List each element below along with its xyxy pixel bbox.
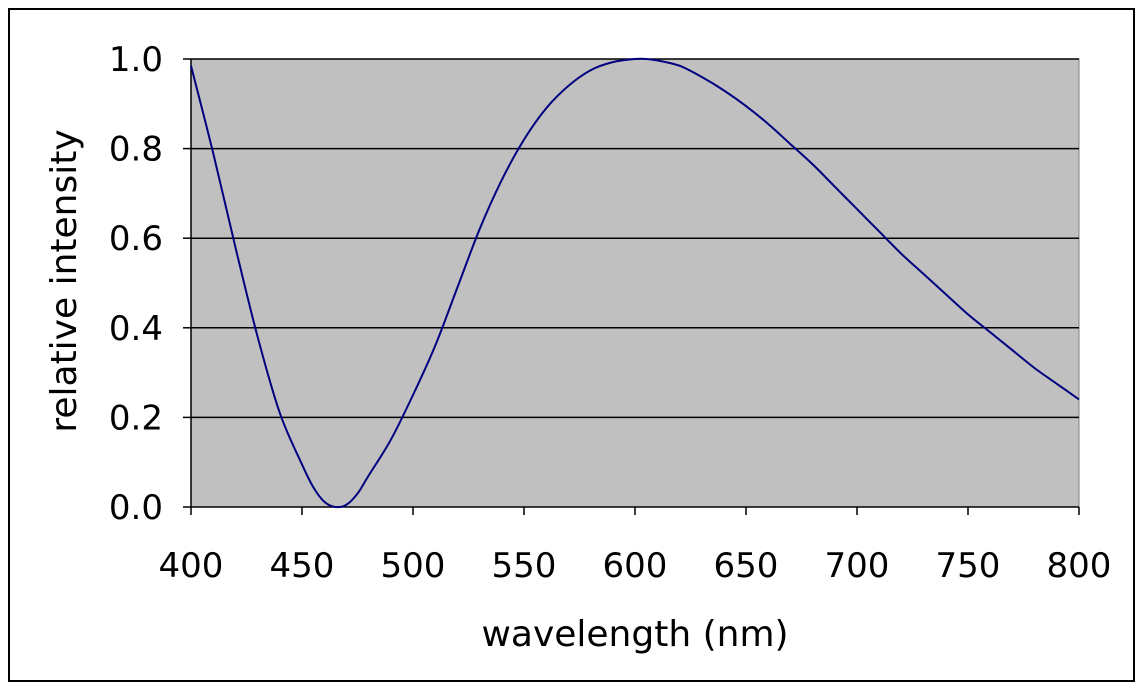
x-tick-label: 750 — [936, 546, 1001, 586]
y-tick-label: 0.2 — [109, 398, 163, 438]
x-tick-label: 800 — [1047, 546, 1112, 586]
x-tick-label: 400 — [159, 546, 224, 586]
x-tick-label: 650 — [714, 546, 779, 586]
plot-area — [190, 58, 1080, 508]
x-tick-label: 700 — [825, 546, 890, 586]
y-tick-label: 0.4 — [109, 309, 163, 349]
y-tick-label: 1.0 — [109, 40, 163, 80]
y-tick-label: 0.8 — [109, 130, 163, 170]
x-tick-label: 500 — [381, 546, 446, 586]
x-tick-label: 600 — [603, 546, 668, 586]
y-tick-labels: 0.0 0.2 0.4 0.6 0.8 1.0 — [109, 40, 163, 528]
x-tick-labels: 400 450 500 550 600 650 700 750 800 — [159, 546, 1112, 586]
x-axis-title: wavelength (nm) — [481, 614, 788, 655]
series-line — [190, 57, 1080, 509]
x-tick-label: 550 — [492, 546, 557, 586]
y-axis-title: relative intensity — [44, 129, 85, 432]
x-tick-label: 450 — [270, 546, 335, 586]
y-tick-label: 0.6 — [109, 219, 163, 259]
y-tick-label: 0.0 — [109, 488, 163, 528]
